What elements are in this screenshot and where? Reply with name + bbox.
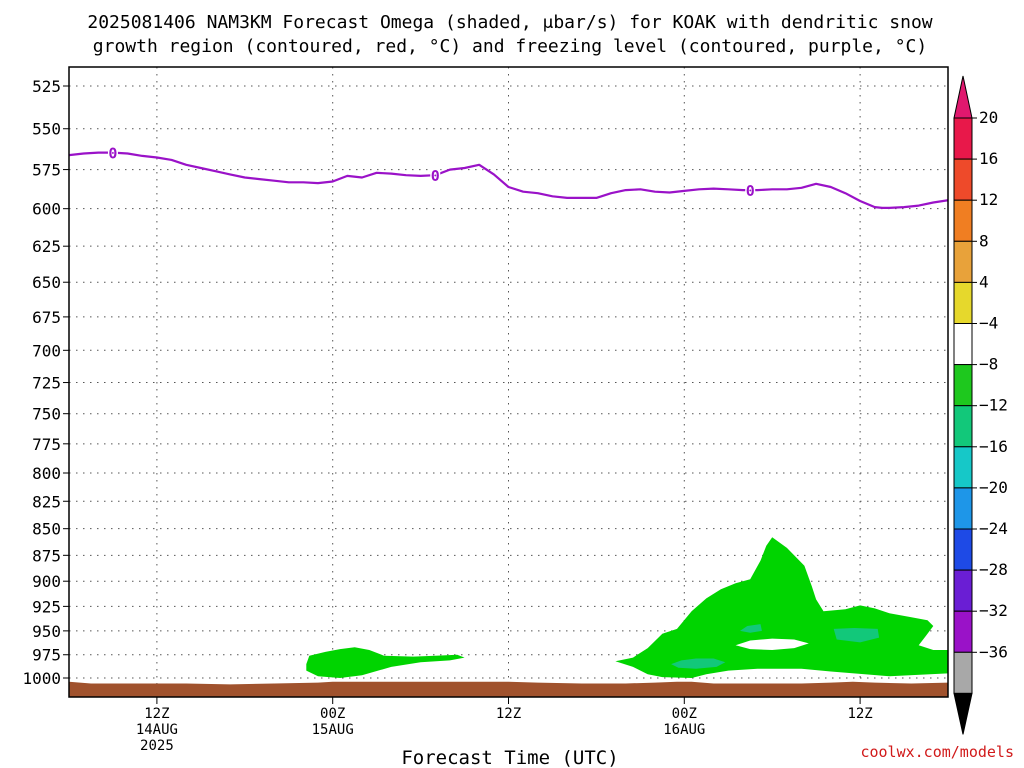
colorbar-label: −16 [979, 437, 1008, 456]
y-tick-label: 850 [32, 520, 61, 539]
y-tick-label: 750 [32, 405, 61, 424]
y-tick-label: 825 [32, 492, 61, 511]
freezing-level-layer: 0 0 0 [69, 144, 948, 209]
y-tick-label: 600 [32, 200, 61, 219]
x-tick-label: 12Z [847, 706, 872, 722]
x-tick-label: 00Z [320, 706, 345, 722]
freezing-level-label: 0 [746, 182, 755, 200]
omega-region [671, 658, 726, 669]
y-axis-ticks: 525 550 575 600 625 650 675 700 725 750 775 800 825 8… [22, 77, 69, 688]
x-tick-label: 12Z [144, 706, 169, 722]
colorbar-top-triangle [953, 75, 973, 119]
y-tick-label: 525 [32, 77, 61, 96]
y-tick-label: 800 [32, 464, 61, 483]
colorbar-label: 8 [979, 231, 989, 250]
omega-shading [306, 537, 948, 678]
freezing-level-label: 0 [108, 145, 117, 163]
colorbar-segment [953, 199, 973, 242]
x-tick-label: 2025 [140, 738, 174, 754]
colorbar-label: −28 [979, 560, 1008, 579]
colorbar-segment [953, 610, 973, 653]
omega-region [833, 628, 880, 643]
freezing-label-bg [430, 167, 441, 183]
gridlines [69, 67, 948, 697]
x-axis-label: Forecast Time (UTC) [401, 747, 618, 768]
y-tick-label: 925 [32, 597, 61, 616]
x-tick-label: 15AUG [312, 722, 354, 738]
colorbar-segment [953, 323, 973, 366]
colorbar: 20 16 12 8 4 −4 −8 −12 −16 −20 −24 −28 −32 −36 [953, 75, 1008, 735]
colorbar-segment [953, 117, 973, 160]
colorbar-segment [953, 281, 973, 324]
colorbar-label: −24 [979, 519, 1008, 538]
omega-region [735, 638, 809, 650]
x-tick-label: 14AUG [136, 722, 178, 738]
omega-region [740, 624, 762, 633]
colorbar-segment [953, 240, 973, 283]
colorbar-label: −20 [979, 478, 1008, 497]
y-tick-label: 575 [32, 161, 61, 180]
colorbar-label: 16 [979, 149, 998, 168]
y-tick-label: 550 [32, 120, 61, 139]
colorbar-label: 20 [979, 108, 998, 127]
y-tick-label: 975 [32, 646, 61, 665]
terrain-fill [69, 681, 948, 697]
colorbar-bottom-triangle [953, 692, 973, 735]
colorbar-label: −8 [979, 355, 998, 374]
y-tick-label: 725 [32, 374, 61, 393]
colorbar-segment [953, 528, 973, 571]
terrain-layer [69, 681, 948, 697]
colorbar-segment [953, 158, 973, 201]
colorbar-label: 4 [979, 272, 989, 291]
colorbar-label: −4 [979, 314, 998, 333]
colorbar-segment [953, 364, 973, 407]
y-tick-label: 675 [32, 308, 61, 327]
freezing-level-line [69, 151, 948, 209]
y-tick-label: 950 [32, 622, 61, 641]
colorbar-segment [953, 569, 973, 612]
y-tick-label: 625 [32, 237, 61, 256]
y-tick-label: 875 [32, 546, 61, 565]
colorbar-label: −32 [979, 601, 1008, 620]
y-tick-label: 1000 [22, 669, 61, 688]
colorbar-segment [953, 446, 973, 489]
colorbar-label: −12 [979, 396, 1008, 415]
y-tick-label: 700 [32, 341, 61, 360]
colorbar-segment [953, 405, 973, 448]
chart-title-line-1: 2025081406 NAM3KM Forecast Omega (shaded… [87, 12, 932, 33]
omega-region [615, 537, 948, 678]
y-tick-label: 775 [32, 435, 61, 454]
freezing-level-label: 0 [431, 167, 440, 185]
y-tick-label: 650 [32, 273, 61, 292]
credit-text[interactable]: coolwx.com/models [860, 743, 1014, 761]
x-tick-label: 16AUG [663, 722, 705, 738]
colorbar-segment [953, 651, 973, 694]
y-tick-label: 900 [32, 572, 61, 591]
x-tick-label: 00Z [672, 706, 697, 722]
colorbar-label: −36 [979, 642, 1008, 661]
omega-region [306, 647, 465, 678]
x-tick-label: 12Z [496, 706, 521, 722]
chart-title-line-2: growth region (contoured, red, °C) and f… [93, 36, 927, 57]
freezing-label-bg [107, 144, 118, 160]
colorbar-label: 12 [979, 190, 998, 209]
freezing-label-bg [745, 182, 756, 198]
colorbar-segment [953, 487, 973, 530]
